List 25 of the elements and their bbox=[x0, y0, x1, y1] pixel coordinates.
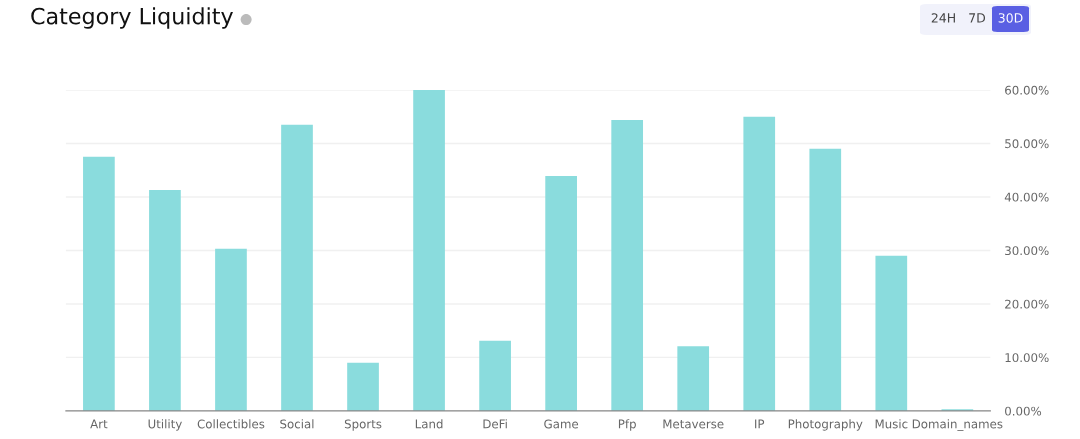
x-tick-label: Metaverse bbox=[663, 419, 724, 429]
x-tick-label: Social bbox=[280, 419, 314, 429]
y-tick-label: 40.00% bbox=[1004, 192, 1049, 202]
y-tick-label: 10.00% bbox=[1005, 353, 1049, 363]
x-tick-label: Pfp bbox=[618, 419, 636, 431]
chart-title: Category Liquidity bbox=[31, 7, 233, 29]
x-tick-label: Sports bbox=[344, 419, 382, 431]
x-tick-label: Game bbox=[544, 419, 579, 429]
x-tick-label: Photography bbox=[788, 419, 863, 431]
y-tick-label: 20.00% bbox=[1005, 299, 1049, 309]
x-tick-label: Collectibles bbox=[197, 419, 265, 429]
y-tick-label: 30.00% bbox=[1005, 246, 1049, 256]
x-tick-label: Domain_names bbox=[912, 419, 1003, 431]
y-tick-label: 0.00% bbox=[1005, 406, 1042, 416]
y-tick-label: 60.00% bbox=[1005, 85, 1049, 95]
x-tick-label: Utility bbox=[148, 419, 182, 431]
x-tick-label: Land bbox=[415, 419, 443, 429]
x-tick-label: DeFi bbox=[483, 419, 507, 429]
y-tick-label: 50.00% bbox=[1005, 139, 1049, 149]
x-tick-label: IP bbox=[755, 419, 765, 429]
x-tick-label: Music bbox=[875, 419, 908, 429]
text: 7D bbox=[969, 13, 986, 23]
text: 30D bbox=[998, 13, 1023, 23]
text: 24H bbox=[931, 13, 955, 23]
x-tick-label: Art bbox=[90, 419, 108, 429]
